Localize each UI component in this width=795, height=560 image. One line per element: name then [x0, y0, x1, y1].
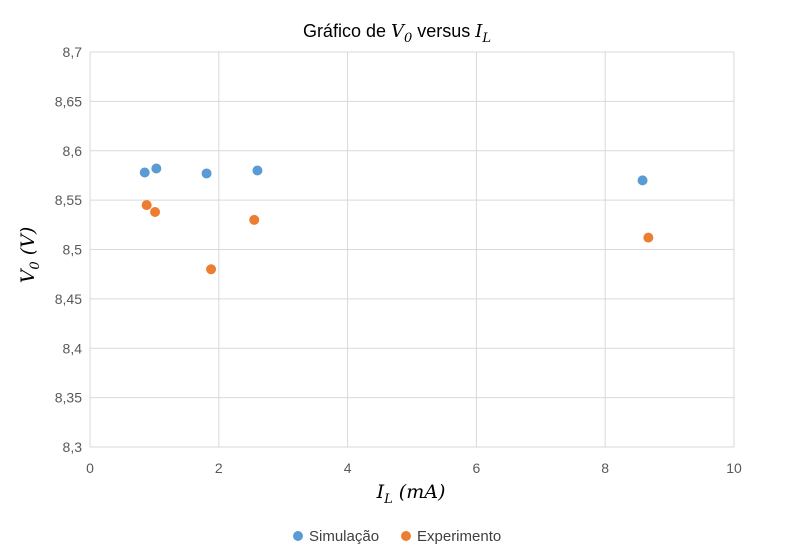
data-point-experimento: [150, 206, 161, 217]
tick-labels: 8,3 8,35 8,4 8,45 8,5 8,55 8,6 8,65 8,7 0 2 4 6 8 10: [55, 44, 742, 476]
title-middle: versus: [412, 21, 475, 41]
legend-label-simulacao: Simulação: [309, 528, 379, 545]
x-axis-label: IL (mA): [376, 481, 446, 507]
data-point-simulacao: [139, 167, 150, 178]
y-tick-label: 8,65: [55, 93, 82, 109]
title-var1: V: [391, 21, 406, 42]
title-var2: I: [474, 21, 483, 42]
data-point-experimento: [206, 264, 217, 275]
y-axis-label-unit: (V): [17, 227, 39, 262]
x-tick-label: 2: [215, 460, 223, 476]
grid: [89, 51, 735, 448]
y-axis-label-var: V: [17, 267, 39, 283]
y-tick-label: 8,55: [55, 192, 82, 208]
y-tick-label: 8,4: [63, 340, 83, 356]
x-tick-label: 4: [344, 460, 352, 476]
data-point-simulacao: [637, 175, 648, 186]
title-var1-sub: 0: [404, 31, 412, 46]
data-point-simulacao: [201, 168, 212, 179]
legend: Simulação Experimento: [293, 528, 501, 545]
title-prefix: Gráfico de: [303, 21, 391, 41]
legend-label-experimento: Experimento: [417, 528, 501, 545]
x-tick-label: 10: [726, 460, 742, 476]
legend-marker-experimento: [401, 531, 411, 541]
y-tick-label: 8,6: [63, 143, 83, 159]
data-points: [139, 163, 654, 275]
data-point-experimento: [249, 214, 260, 225]
y-tick-label: 8,7: [63, 44, 83, 60]
y-axis-label: V0 (V): [17, 227, 43, 284]
x-axis-label-sub: L: [383, 492, 393, 507]
y-axis-label-sub: 0: [28, 261, 43, 269]
title-var2-sub: L: [481, 31, 491, 46]
x-tick-label: 0: [86, 460, 94, 476]
y-tick-label: 8,35: [55, 390, 82, 406]
data-point-experimento: [643, 232, 654, 243]
y-tick-label: 8,3: [63, 439, 83, 455]
data-point-experimento: [141, 200, 152, 211]
chart-title: Gráfico de V0 versus IL: [303, 21, 491, 46]
legend-marker-simulacao: [293, 531, 303, 541]
x-axis-label-unit: (mA): [393, 481, 446, 503]
data-point-simulacao: [252, 165, 263, 176]
x-axis-label-var: I: [376, 481, 385, 503]
y-tick-label: 8,5: [63, 242, 83, 258]
data-point-simulacao: [151, 163, 162, 174]
x-tick-label: 8: [601, 460, 609, 476]
x-tick-label: 6: [473, 460, 481, 476]
y-tick-label: 8,45: [55, 291, 82, 307]
